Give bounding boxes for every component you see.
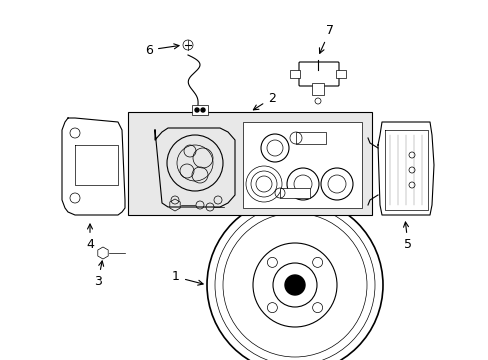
Text: 4: 4	[86, 224, 94, 251]
Bar	[311, 83, 324, 95]
Bar	[243, 122, 361, 208]
Bar	[128, 112, 371, 215]
Circle shape	[195, 108, 199, 112]
Text: 3: 3	[94, 261, 103, 288]
FancyBboxPatch shape	[298, 62, 338, 86]
Bar	[280, 188, 309, 198]
Circle shape	[285, 275, 305, 295]
Bar	[295, 132, 325, 144]
Bar	[289, 70, 299, 78]
Text: 5: 5	[403, 222, 411, 251]
Text: 7: 7	[319, 24, 333, 53]
Bar	[335, 70, 346, 78]
Text: 2: 2	[253, 91, 275, 110]
Text: 1: 1	[172, 270, 203, 285]
Circle shape	[201, 108, 204, 112]
Bar	[192, 105, 207, 115]
Text: 6: 6	[145, 44, 179, 57]
